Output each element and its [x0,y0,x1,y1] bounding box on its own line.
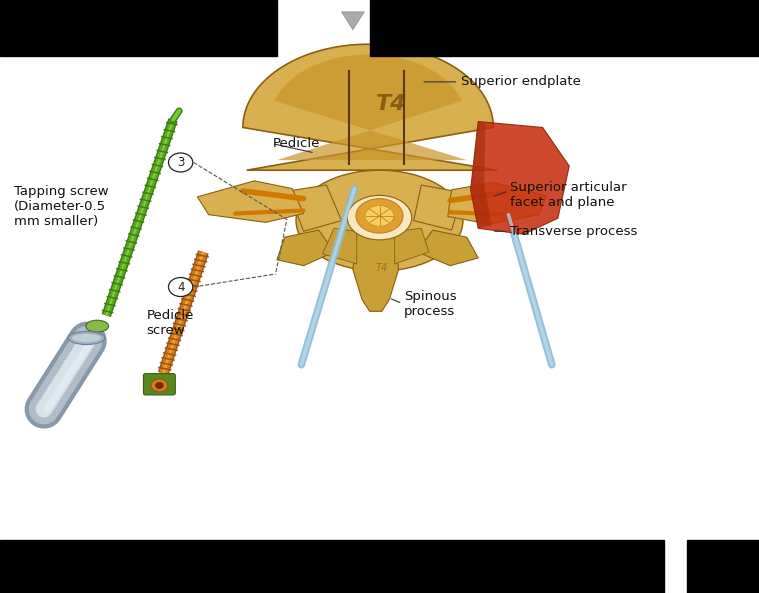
Text: Pedicle
screw: Pedicle screw [146,309,194,337]
Text: 4: 4 [177,280,184,294]
Bar [0,0,277,56]
Polygon shape [274,55,467,160]
Polygon shape [414,185,463,230]
Polygon shape [353,231,398,311]
Polygon shape [277,230,334,266]
Polygon shape [197,181,304,222]
Ellipse shape [72,334,101,342]
Bar [370,0,759,56]
Bar [0,540,664,593]
Ellipse shape [348,195,411,240]
Ellipse shape [365,206,394,226]
Ellipse shape [296,170,463,271]
Polygon shape [243,44,497,170]
Text: Superior articular
facet and plane: Superior articular facet and plane [510,180,627,209]
Polygon shape [288,185,342,231]
Polygon shape [323,228,357,264]
Polygon shape [395,228,429,264]
Text: Superior endplate: Superior endplate [461,75,581,88]
Ellipse shape [156,382,163,388]
Polygon shape [471,122,569,234]
Ellipse shape [356,199,403,233]
Polygon shape [417,230,478,266]
Text: Transverse process: Transverse process [510,225,638,238]
Polygon shape [448,183,546,224]
Text: T4: T4 [376,94,406,114]
Ellipse shape [68,331,105,345]
FancyBboxPatch shape [143,374,175,395]
Text: T4: T4 [376,263,388,273]
Polygon shape [471,122,492,228]
Text: 3: 3 [177,156,184,169]
Ellipse shape [86,320,109,332]
Circle shape [168,278,193,296]
Circle shape [168,153,193,172]
Ellipse shape [151,379,168,392]
Text: Pedicle: Pedicle [273,137,320,150]
Text: Spinous
process: Spinous process [404,289,456,318]
Text: Tapping screw
(Diameter-0.5
mm smaller): Tapping screw (Diameter-0.5 mm smaller) [14,185,109,228]
Polygon shape [342,12,364,30]
Bar [687,540,759,593]
